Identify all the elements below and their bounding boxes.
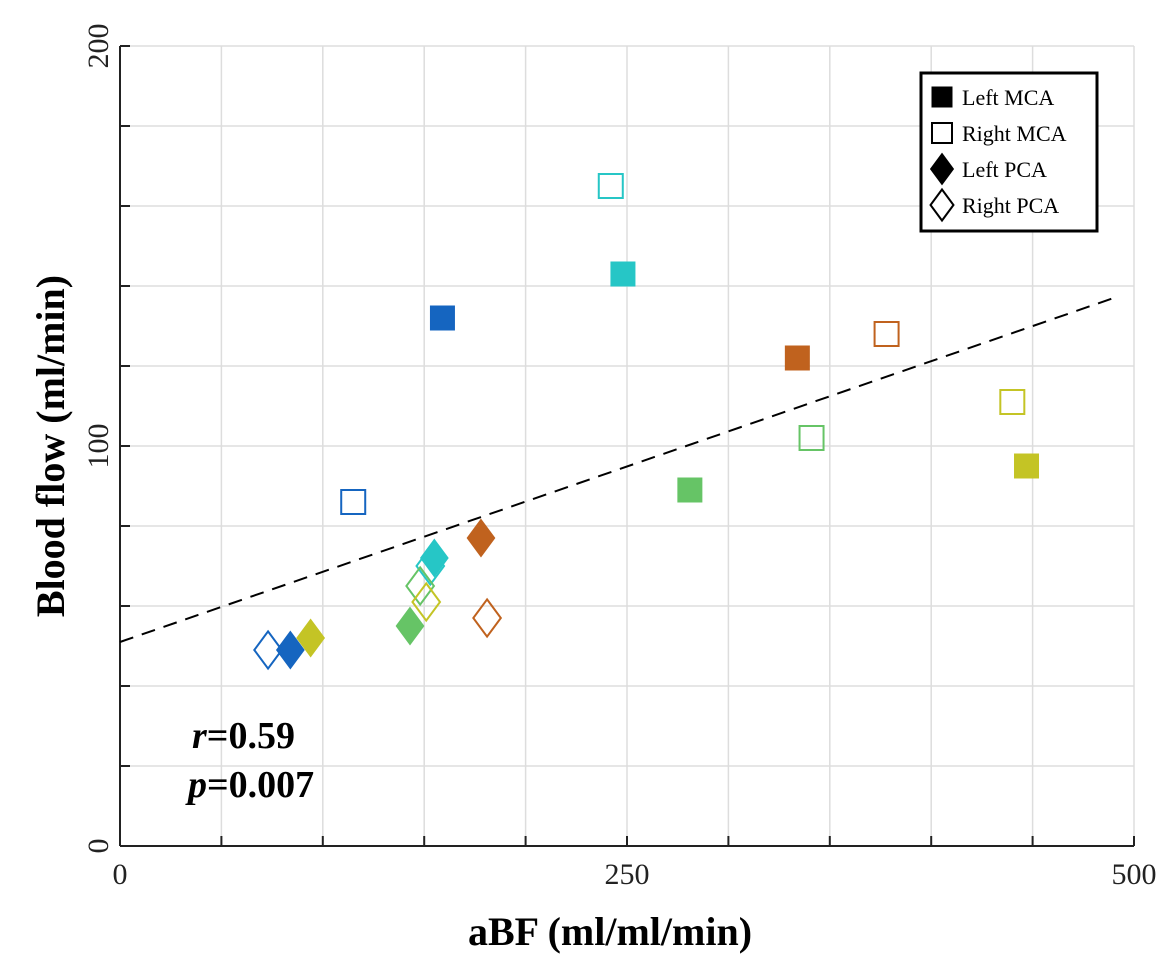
point-left-pca	[395, 606, 425, 646]
point-left-pca	[466, 518, 496, 558]
p-value: =0.007	[207, 764, 314, 806]
y-axis-title: Blood flow (ml/min)	[28, 275, 73, 617]
point-right-mca	[597, 173, 624, 199]
regression-line	[119, 297, 1115, 643]
x-tick-label: 500	[1112, 858, 1157, 891]
legend-marker-right-mca	[931, 122, 953, 144]
point-right-pca	[253, 629, 284, 671]
y-axis-ticks: 0 100 200	[82, 24, 130, 854]
point-left-mca	[1014, 453, 1040, 479]
legend-marker-left-mca	[931, 86, 953, 108]
point-right-mca	[999, 389, 1026, 415]
legend-label-right-mca: Right MCA	[962, 121, 1067, 146]
x-tick-label: 250	[605, 858, 650, 891]
y-tick-label: 100	[82, 424, 115, 469]
legend-label-right-pca: Right PCA	[962, 193, 1059, 218]
point-left-mca	[677, 477, 703, 503]
legend-marker-right-pca	[929, 187, 955, 223]
point-right-pca	[415, 545, 446, 587]
point-right-mca	[340, 489, 367, 515]
point-right-pca	[472, 597, 503, 639]
data-points	[253, 173, 1040, 671]
r-statistic: r=0.59	[192, 715, 295, 757]
p-label: p	[185, 764, 207, 806]
point-left-mca	[429, 305, 455, 331]
point-left-pca	[296, 618, 326, 658]
p-statistic: p=0.007	[185, 764, 314, 806]
point-left-pca	[275, 630, 305, 670]
point-right-pca	[405, 565, 436, 607]
regression-line-group	[119, 297, 1115, 643]
x-axis-ticks: 0 250 500	[113, 836, 1157, 891]
point-right-mca	[873, 321, 900, 347]
point-right-pca	[411, 581, 442, 623]
legend-label-left-pca: Left PCA	[962, 157, 1047, 182]
stats-annotation: r=0.59 p=0.007	[185, 715, 314, 806]
point-left-mca	[610, 261, 636, 287]
r-label: r	[192, 715, 208, 757]
x-tick-label: 0	[113, 858, 128, 891]
y-tick-label: 200	[82, 24, 115, 69]
y-tick-label: 0	[82, 839, 115, 854]
r-value: =0.59	[207, 715, 295, 757]
point-left-mca	[784, 345, 810, 371]
point-right-mca	[798, 425, 825, 451]
point-left-pca	[419, 538, 449, 578]
legend: Left MCA Right MCA Left PCA Right PCA	[919, 71, 1099, 233]
x-axis-title: aBF (ml/ml/min)	[468, 909, 752, 954]
legend-label-left-mca: Left MCA	[962, 85, 1054, 110]
legend-marker-left-pca	[929, 152, 955, 186]
